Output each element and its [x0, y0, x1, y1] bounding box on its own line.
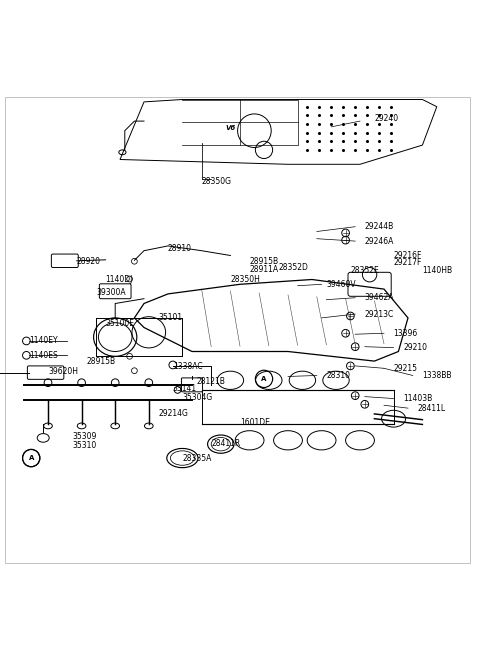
Text: 35309: 35309 [72, 432, 96, 441]
Text: 29240: 29240 [374, 114, 398, 123]
Text: 39300A: 39300A [96, 288, 126, 297]
Text: 28352D: 28352D [278, 263, 308, 272]
Text: 35100E: 35100E [106, 319, 134, 328]
Text: 29210: 29210 [403, 343, 427, 352]
Text: A: A [28, 455, 34, 461]
Text: 28310: 28310 [326, 371, 350, 380]
Text: 29215: 29215 [394, 364, 418, 373]
Text: 1338AC: 1338AC [173, 362, 203, 371]
Text: 28411R: 28411R [211, 439, 240, 448]
Text: 39460V: 39460V [326, 280, 356, 289]
Text: 13396: 13396 [394, 329, 418, 338]
Text: A: A [261, 376, 267, 382]
Text: V6: V6 [225, 125, 236, 131]
Text: 1140HB: 1140HB [422, 267, 453, 275]
Text: 1338BB: 1338BB [422, 371, 452, 380]
Text: 35310: 35310 [72, 441, 96, 449]
Text: 28335A: 28335A [182, 453, 212, 462]
Text: 28352E: 28352E [350, 267, 379, 275]
Text: 28910: 28910 [168, 244, 192, 253]
Text: 28915B: 28915B [86, 356, 116, 365]
Text: 29246A: 29246A [365, 236, 394, 246]
Text: 35304G: 35304G [182, 392, 213, 402]
Text: 39620H: 39620H [48, 367, 78, 376]
Text: 29216F: 29216F [394, 251, 422, 260]
Text: 1140DJ: 1140DJ [106, 275, 133, 284]
Text: 29213C: 29213C [365, 310, 394, 318]
Text: 1140EY: 1140EY [29, 337, 58, 345]
Text: 35101: 35101 [158, 313, 182, 322]
Text: 33141: 33141 [173, 384, 197, 394]
Text: 28121B: 28121B [197, 377, 226, 386]
Text: 1601DE: 1601DE [240, 418, 270, 427]
Text: 28911A: 28911A [250, 265, 279, 274]
Text: 29217F: 29217F [394, 258, 422, 267]
Text: 39462A: 39462A [365, 293, 394, 302]
Text: 11403B: 11403B [403, 394, 432, 403]
Text: 28920: 28920 [77, 257, 101, 266]
Text: 29214G: 29214G [158, 409, 188, 419]
Text: 1140ES: 1140ES [29, 351, 58, 360]
Text: 29244B: 29244B [365, 222, 394, 231]
Text: 28915B: 28915B [250, 257, 279, 266]
Text: 28350H: 28350H [230, 275, 260, 284]
Text: 28350G: 28350G [202, 177, 231, 185]
Text: 28411L: 28411L [418, 403, 446, 413]
